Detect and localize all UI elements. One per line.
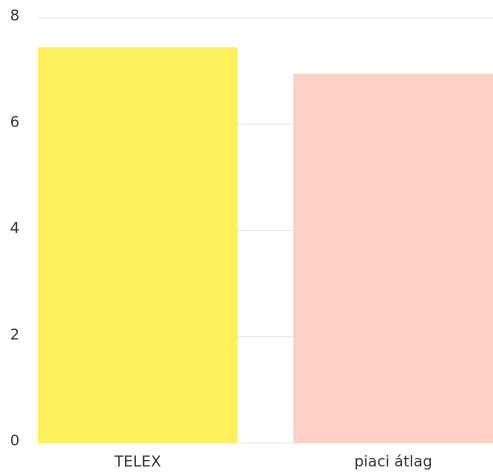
y-tick-label: 2 [10,325,20,343]
bar [293,73,493,443]
y-tick-label: 6 [10,113,20,131]
y-tick-label: 4 [10,219,20,237]
x-tick-label: piaci átlag [354,453,432,471]
y-tick-label: 0 [10,432,20,450]
bar [37,47,238,443]
y-tick-label: 8 [10,7,20,25]
x-tick-label: TELEX [113,453,161,471]
